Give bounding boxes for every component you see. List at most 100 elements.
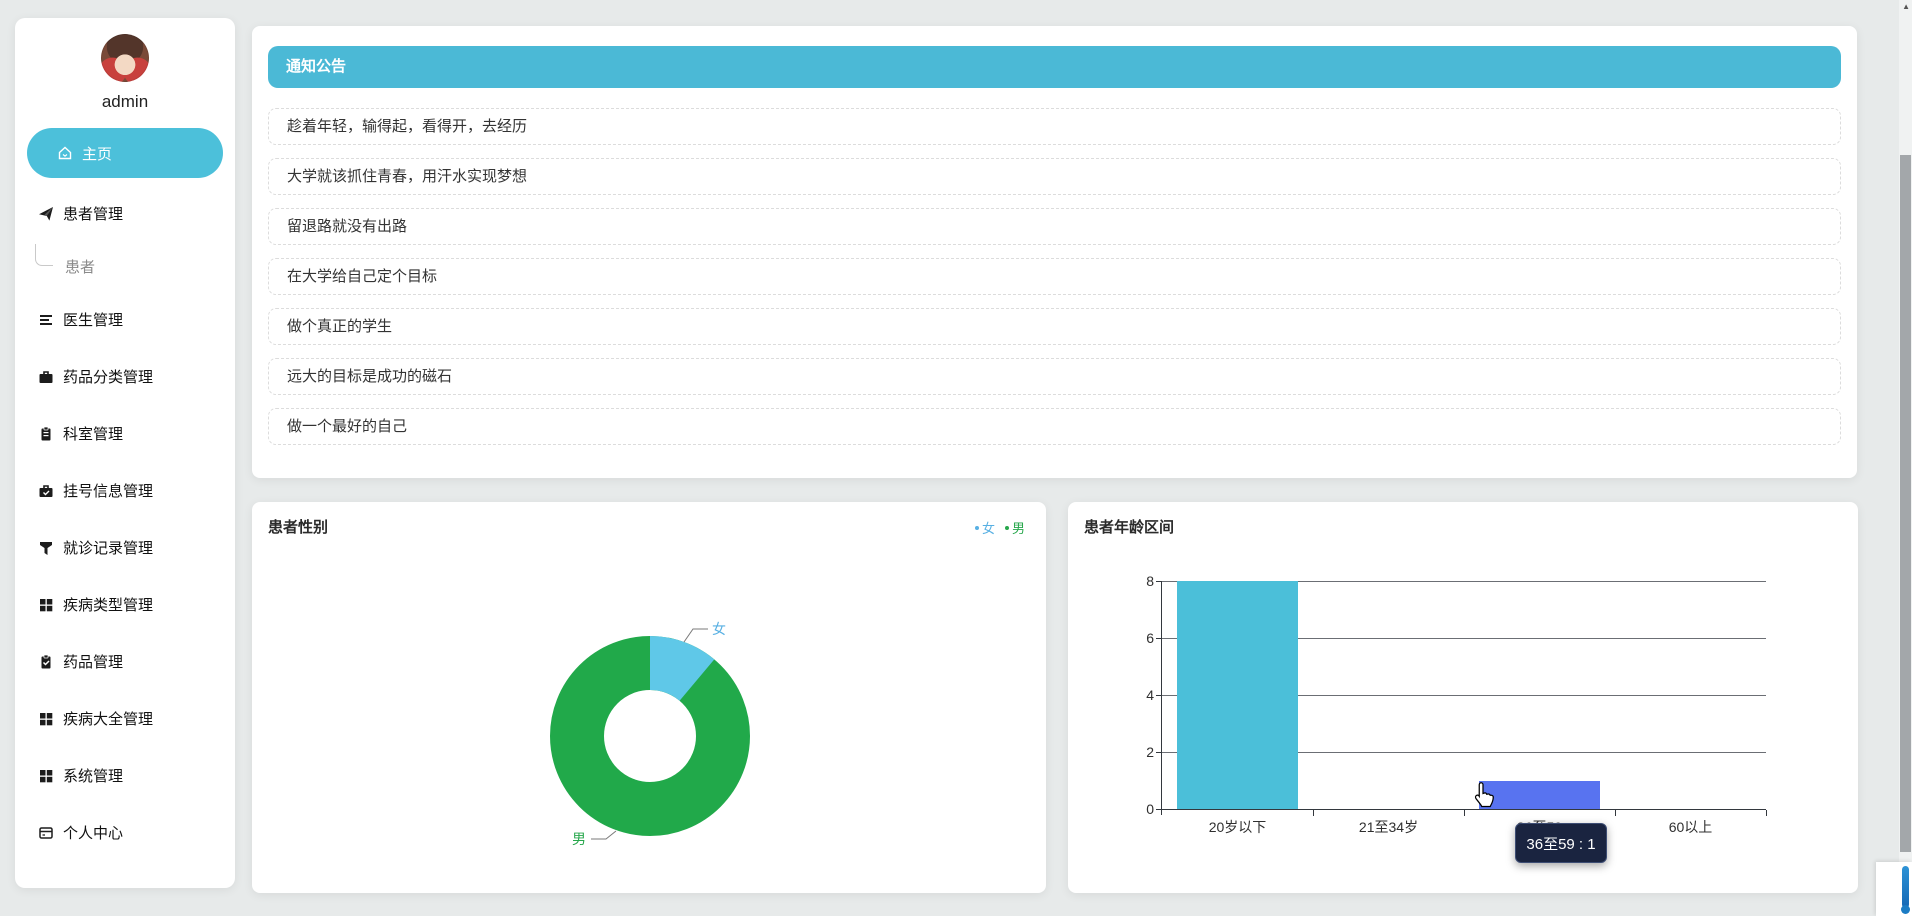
chart-tooltip: 36至59 : 1 [1515,823,1607,863]
notice-item[interactable]: 远大的目标是成功的磁石 [268,358,1841,395]
male-callout-line [591,830,617,840]
sidebar-item-label: 药品管理 [63,654,124,671]
bar-36至59[interactable] [1479,780,1600,809]
sidebar-item-2[interactable]: 患者 [15,242,235,291]
notice-list: 趁着年轻，输得起，看得开，去经历 大学就该抓住青春，用汗水实现梦想 留退路就没有出路… [252,108,1857,445]
scroll-up-icon[interactable]: ▲ [1902,2,1910,11]
age-chart-card: 患者年龄区间 0246820岁以下21至34岁36至5960以上 36至59 :… [1068,502,1858,893]
female-slice-label: 女 [712,621,726,637]
pen-icon[interactable] [1901,866,1910,914]
notice-item[interactable]: 做一个最好的自己 [268,408,1841,445]
send-icon [39,206,53,221]
sidebar-menu: 患者管理患者医生管理药品分类管理 科室管理挂号信息管理 就诊记录管理 疾病类型管理 药品… [15,185,235,861]
notice-item[interactable]: 大学就该抓住青春，用汗水实现梦想 [268,158,1841,195]
sidebar-item-label: 患者管理 [63,206,124,223]
notice-item[interactable]: 留退路就没有出路 [268,208,1841,245]
y-axis-line [1161,581,1162,815]
sidebar-item-label: 疾病类型管理 [63,597,154,614]
clipboard-check-icon [41,654,51,668]
x-axis-line [1162,809,1766,810]
y-axis-tick [1156,752,1162,753]
sidebar-item-label: 就诊记录管理 [63,540,154,557]
legend-item-男[interactable]: 男 [1004,518,1025,537]
pie-slice-female[interactable] [550,636,750,836]
gridline [1162,695,1766,696]
card-icon [39,826,53,839]
sidebar: admin 主页 患者管理患者医生管理药品分类管理 科室管理挂号信息管理 就诊记录管… [15,18,235,888]
username-label: admin [101,92,149,111]
y-axis-tick [1156,581,1162,582]
sidebar-item-12[interactable]: 个人中心 [15,804,235,861]
x-axis-tick [1766,810,1767,816]
scrollbar-thumb[interactable] [1900,155,1911,852]
sidebar-item-7[interactable]: 就诊记录管理 [15,519,235,576]
y-axis-label: 4 [1146,687,1154,703]
notice-header: 通知公告 [268,46,1841,88]
notice-item[interactable]: 趁着年轻，输得起，看得开，去经历 [268,108,1841,145]
funnel-icon [40,541,52,555]
gridline [1162,581,1766,582]
bar-chart-title: 患者年龄区间 [1084,519,1175,536]
grid-icon [40,769,53,782]
grid-icon [40,712,53,725]
x-axis-tick [1615,810,1616,816]
y-axis-tick [1156,638,1162,639]
grid-icon [40,598,53,611]
gender-donut-chart[interactable]: 女男 [500,586,800,886]
female-callout-line [683,628,708,643]
sidebar-item-3[interactable]: 医生管理 [15,291,235,348]
x-axis-label: 21至34岁 [1358,819,1419,835]
x-axis-label: 20岁以下 [1208,819,1267,835]
sidebar-item-10[interactable]: 疾病大全管理 [15,690,235,747]
gridline [1162,638,1766,639]
gridline [1162,752,1766,753]
y-axis-label: 0 [1146,801,1154,817]
sidebar-item-9[interactable]: 药品管理 [15,633,235,690]
bar-chart-plot: 0246820岁以下21至34岁36至5960以上 [1146,573,1767,835]
vertical-scrollbar[interactable]: ▲ [1899,0,1912,916]
legend-item-女[interactable]: 女 [974,518,995,537]
sidebar-item-label: 主页 [82,145,113,163]
sidebar-item-label: 医生管理 [63,312,124,329]
male-slice-label: 男 [572,831,586,847]
notice-item[interactable]: 在大学给自己定个目标 [268,258,1841,295]
sidebar-item-label: 药品分类管理 [63,369,154,386]
notice-item[interactable]: 做个真正的学生 [268,308,1841,345]
clipboard-icon [41,426,51,440]
y-axis-label: 2 [1146,744,1154,760]
sidebar-item-label: 科室管理 [63,426,124,443]
sidebar-item-4[interactable]: 药品分类管理 [15,348,235,405]
tree-branch-line [35,244,53,266]
sidebar-item-label: 挂号信息管理 [63,483,154,500]
list-icon [40,314,52,325]
pie-chart-title: 患者性别 [268,519,329,536]
x-axis-label: 60以上 [1668,819,1713,835]
home-icon [58,146,72,160]
sidebar-item-label: 疾病大全管理 [63,711,154,728]
briefcase-icon [39,370,53,383]
legend-dot-icon [974,525,979,530]
notice-panel: 通知公告 趁着年轻，输得起，看得开，去经历 大学就该抓住青春，用汗水实现梦想 留退路… [252,26,1857,478]
briefcase-check-icon [39,484,53,497]
x-axis-tick [1313,810,1314,816]
sidebar-item-5[interactable]: 科室管理 [15,405,235,462]
y-axis-label: 6 [1146,630,1154,646]
sidebar-item-label: 系统管理 [63,768,124,785]
corner-widget [1876,862,1912,916]
y-axis-tick [1156,695,1162,696]
bar-20岁以下[interactable] [1177,581,1298,809]
x-axis-tick [1464,810,1465,816]
sidebar-item-label: 个人中心 [63,825,124,842]
y-axis-label: 8 [1146,573,1154,589]
sidebar-item-home[interactable]: 主页 [27,128,223,178]
pie-legend: 女男 [974,518,1025,537]
sidebar-item-8[interactable]: 疾病类型管理 [15,576,235,633]
user-avatar[interactable] [101,34,149,82]
sidebar-item-6[interactable]: 挂号信息管理 [15,462,235,519]
sidebar-item-11[interactable]: 系统管理 [15,747,235,804]
gender-chart-card: 患者性别 女男 女男 [252,502,1046,893]
legend-dot-icon [1004,525,1009,530]
y-axis-tick [1156,809,1162,810]
sidebar-item-1[interactable]: 患者管理 [15,185,235,242]
sidebar-item-label: 患者 [65,259,96,276]
